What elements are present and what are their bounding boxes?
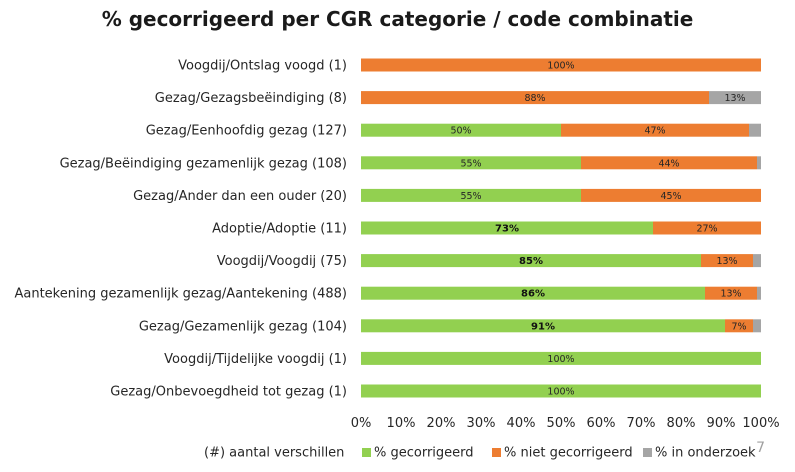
bar-segment — [361, 188, 581, 202]
x-axis: 0% 10% 20% 30% 40% 50% 60% 70% 80% 90% 100% — [351, 416, 780, 431]
bar-segment — [361, 123, 561, 137]
x-tick-label: 90% — [707, 416, 736, 431]
data-label: 47% — [644, 126, 665, 137]
x-tick-label: 20% — [427, 416, 456, 431]
legend-swatch — [362, 448, 371, 457]
bar-segment — [361, 319, 725, 333]
page-number: 7 — [756, 440, 765, 456]
bar-segment — [361, 351, 761, 365]
bar-segment — [709, 91, 761, 105]
bar-segment — [361, 254, 701, 268]
x-tick-label: 10% — [387, 416, 416, 431]
data-label: 50% — [450, 126, 471, 137]
category-label: Gezag/Gezamenlijk gezag (104) — [139, 319, 347, 334]
data-label: 100% — [547, 354, 574, 365]
x-tick-label: 70% — [627, 416, 656, 431]
bar-segment — [361, 286, 705, 300]
bar-segment — [361, 384, 761, 398]
bar-segment — [361, 156, 581, 170]
bar-segment — [753, 319, 761, 333]
category-label: Gezag/Gezagsbeëindiging (8) — [155, 91, 347, 106]
bar-segment — [749, 123, 761, 137]
bar-segment — [581, 156, 757, 170]
bar-segment — [725, 319, 753, 333]
category-label: Voogdij/Tijdelijke voogdij (1) — [164, 352, 347, 367]
legend-swatch — [643, 448, 652, 457]
bar-segment — [361, 221, 653, 235]
legend-swatch — [492, 448, 501, 457]
x-tick-label: 0% — [351, 416, 372, 431]
bar-segment — [753, 254, 761, 268]
category-label: Gezag/Beëindiging gezamenlijk gezag (108… — [60, 156, 347, 171]
bar-segment — [705, 286, 757, 300]
bar-segment — [757, 286, 761, 300]
bar-segment — [653, 221, 761, 235]
bar-segment — [361, 91, 709, 105]
category-label: Gezag/Onbevoegdheid tot gezag (1) — [110, 385, 347, 400]
bar-segment — [361, 58, 761, 72]
data-label: 44% — [658, 158, 679, 169]
data-label: 45% — [660, 191, 681, 202]
category-label: Aantekening gezamenlijk gezag/Aantekenin… — [14, 287, 347, 302]
bar-segment — [701, 254, 753, 268]
data-label: 91% — [531, 321, 555, 332]
x-tick-label: 80% — [667, 416, 696, 431]
data-label: 27% — [696, 224, 717, 235]
category-label: Gezag/Eenhoofdig gezag (127) — [146, 124, 347, 139]
data-label: 100% — [547, 61, 574, 72]
category-labels: Voogdij/Ontslag voogd (1) Gezag/Gezagsbeë… — [14, 59, 347, 400]
data-label: 100% — [547, 387, 574, 398]
legend-label: % niet gecorrigeerd — [504, 446, 633, 461]
bar-segment — [581, 188, 761, 202]
category-label: Voogdij/Ontslag voogd (1) — [178, 59, 347, 74]
x-tick-label: 50% — [547, 416, 576, 431]
x-tick-label: 100% — [742, 416, 779, 431]
data-label: 13% — [720, 289, 741, 300]
category-label: Voogdij/Voogdij (75) — [217, 254, 347, 269]
category-label: Adoptie/Adoptie (11) — [212, 222, 347, 237]
chart-title: % gecorrigeerd per CGR categorie / code … — [101, 7, 694, 31]
x-tick-label: 60% — [587, 416, 616, 431]
data-label: 88% — [524, 93, 545, 104]
legend-note: (#) aantal verschillen — [204, 446, 344, 461]
bar-segment — [561, 123, 749, 137]
legend-label: % in onderzoek — [655, 446, 756, 461]
data-label: 55% — [460, 158, 481, 169]
data-label: 86% — [521, 289, 545, 300]
x-tick-label: 30% — [467, 416, 496, 431]
x-tick-label: 40% — [507, 416, 536, 431]
data-label: 55% — [460, 191, 481, 202]
data-label: 85% — [519, 256, 543, 267]
category-label: Gezag/Ander dan een ouder (20) — [133, 189, 347, 204]
data-label: 13% — [716, 256, 737, 267]
bars: 100% 88% 13% 50% 47% 55% 44% 55% 45% 73% 27% 85% 13%… — [361, 58, 761, 398]
data-label: 13% — [724, 93, 745, 104]
legend-label: % gecorrigeerd — [374, 446, 474, 461]
data-label: 7% — [731, 321, 746, 332]
legend: (#) aantal verschillen % gecorrigeerd % ni… — [204, 446, 756, 461]
bar-segment — [757, 156, 761, 170]
data-label: 73% — [495, 224, 519, 235]
